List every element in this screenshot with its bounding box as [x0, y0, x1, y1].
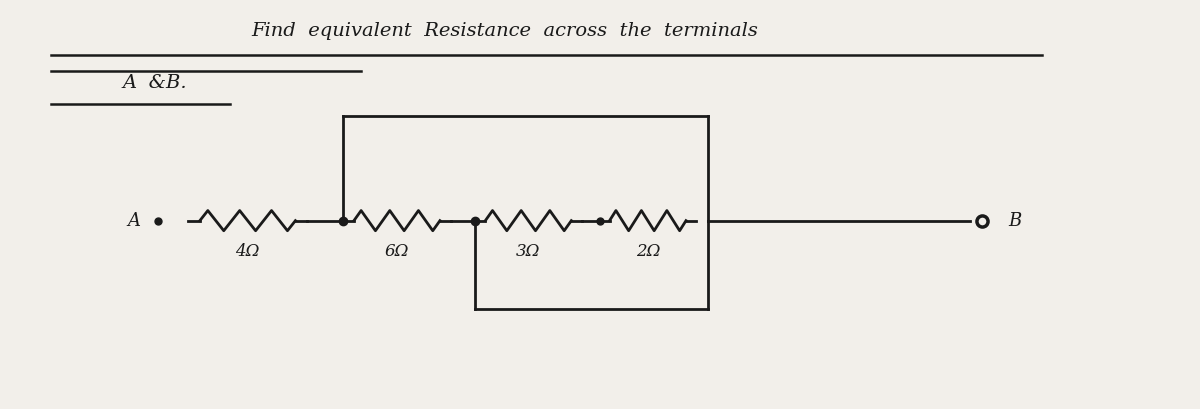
Text: 3Ω: 3Ω: [516, 243, 540, 260]
Text: 6Ω: 6Ω: [385, 243, 409, 260]
Text: B: B: [1008, 211, 1021, 229]
Text: A: A: [127, 211, 140, 229]
Text: 4Ω: 4Ω: [235, 243, 260, 260]
Text: A  &B.: A &B.: [122, 74, 187, 92]
Text: 2Ω: 2Ω: [636, 243, 660, 260]
Text: Find  equivalent  Resistance  across  the  terminals: Find equivalent Resistance across the te…: [251, 22, 758, 40]
